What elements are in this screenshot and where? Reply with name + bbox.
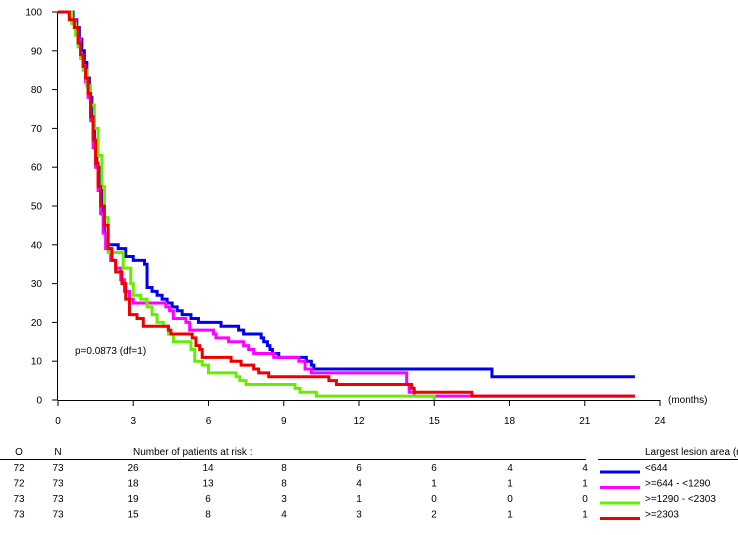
risk-row-count: 0 <box>431 494 437 505</box>
risk-row-count: 13 <box>202 479 214 490</box>
risk-row-count: 4 <box>507 463 513 474</box>
risk-row-count: 1 <box>507 479 513 490</box>
y-tick-label: 50 <box>31 202 43 213</box>
y-tick-label: 10 <box>31 357 43 368</box>
x-tick-label: 6 <box>206 416 212 427</box>
risk-row-count: 8 <box>281 463 287 474</box>
x-tick-label: 9 <box>281 416 287 427</box>
risk-row-count: 4 <box>281 510 287 521</box>
y-tick-label: 30 <box>31 279 43 290</box>
risk-table-row: 73 73 19 6 3 1 0 0 0 >=1290 - <2303 <box>13 494 716 505</box>
risk-row-count: 1 <box>582 510 588 521</box>
p-value-annotation: p=0.0873 (df=1) <box>75 346 146 357</box>
x-tick-label: 0 <box>55 416 61 427</box>
risk-row-count: 26 <box>127 463 139 474</box>
y-tick-label: 80 <box>31 85 43 96</box>
y-tick-label: 0 <box>36 396 42 407</box>
risk-row-count: 19 <box>127 494 139 505</box>
risk-row-count: 4 <box>356 479 362 490</box>
legend-entry-label: <644 <box>645 463 668 474</box>
y-tick-label: 40 <box>31 240 43 251</box>
risk-row-observed: 72 <box>13 479 25 490</box>
x-tick-label: 12 <box>353 416 365 427</box>
risk-row-count: 8 <box>205 510 211 521</box>
risk-row-observed: 72 <box>13 463 25 474</box>
y-tick-label: 100 <box>25 8 42 19</box>
risk-table-header-o: O <box>15 447 23 458</box>
risk-row-total: 73 <box>52 510 64 521</box>
risk-row-count: 2 <box>431 510 437 521</box>
risk-row-count: 15 <box>127 510 139 521</box>
x-axis-unit-label: (months) <box>668 395 707 406</box>
legend-entry-label: >=2303 <box>645 510 679 521</box>
risk-row-count: 6 <box>356 463 362 474</box>
risk-row-count: 18 <box>127 479 139 490</box>
risk-row-total: 73 <box>52 479 64 490</box>
x-tick-label: 18 <box>504 416 516 427</box>
x-tick-label: 21 <box>579 416 591 427</box>
y-tick-label: 60 <box>31 163 43 174</box>
risk-row-observed: 73 <box>13 510 25 521</box>
risk-row-count: 0 <box>582 494 588 505</box>
risk-row-count: 14 <box>202 463 214 474</box>
x-tick-label: 24 <box>654 416 666 427</box>
risk-table-row: 72 73 18 13 8 4 1 1 1 >=644 - <1290 <box>13 479 710 490</box>
risk-row-total: 73 <box>52 494 64 505</box>
risk-row-total: 73 <box>52 463 64 474</box>
risk-row-count: 1 <box>431 479 437 490</box>
risk-row-count: 1 <box>582 479 588 490</box>
risk-row-count: 8 <box>281 479 287 490</box>
risk-row-observed: 73 <box>13 494 25 505</box>
survival-curve-2 <box>58 10 635 398</box>
risk-row-count: 3 <box>281 494 287 505</box>
legend-entry-label: >=1290 - <2303 <box>645 494 716 505</box>
survival-curve-3 <box>58 10 436 400</box>
risk-table-row: 73 73 15 8 4 3 2 1 1 >=2303 <box>13 510 679 521</box>
legend-title: Largest lesion area (r <box>645 447 738 458</box>
risk-row-count: 1 <box>356 494 362 505</box>
legend-entry-label: >=644 - <1290 <box>645 479 711 490</box>
risk-table-title: Number of patients at risk : <box>133 447 253 458</box>
risk-table: O N Number of patients at risk : Largest… <box>0 447 738 521</box>
x-axis-ticks: 0 3 6 9 12 15 18 21 24 <box>55 400 666 427</box>
risk-table-header-n: N <box>54 447 61 458</box>
y-axis-ticks: 0 10 20 30 40 50 60 70 80 90 100 <box>25 8 58 407</box>
risk-table-row: 72 73 26 14 8 6 6 4 4 <644 <box>13 463 668 474</box>
x-tick-label: 15 <box>429 416 441 427</box>
y-tick-label: 20 <box>31 318 43 329</box>
risk-row-count: 4 <box>582 463 588 474</box>
y-tick-label: 90 <box>31 46 43 57</box>
risk-row-count: 6 <box>205 494 211 505</box>
y-tick-label: 70 <box>31 124 43 135</box>
risk-row-count: 1 <box>507 510 513 521</box>
risk-row-count: 0 <box>507 494 513 505</box>
survival-curve-4 <box>58 10 635 398</box>
risk-row-count: 3 <box>356 510 362 521</box>
risk-row-count: 6 <box>431 463 437 474</box>
survival-curves <box>58 10 635 400</box>
x-tick-label: 3 <box>130 416 136 427</box>
